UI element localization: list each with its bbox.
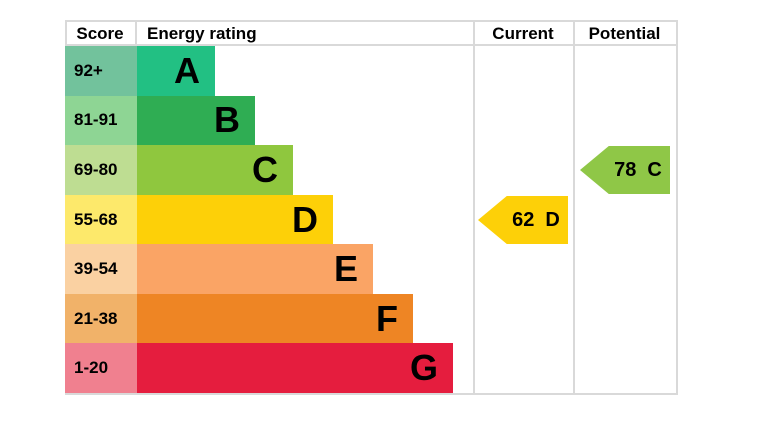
score-range-g: 1-20 (65, 343, 137, 394)
rating-bar-g: G (137, 343, 453, 394)
rating-bar-a: A (137, 46, 215, 96)
band-row-f: 21-38 F (65, 293, 678, 344)
score-range-a: 92+ (65, 46, 137, 96)
score-range-c: 69-80 (65, 145, 137, 195)
rating-letter-f: F (376, 297, 398, 339)
current-rating-value: 62 (512, 208, 535, 231)
rating-letter-g: G (409, 347, 438, 389)
band-row-b: 81-91 B (65, 95, 678, 146)
band-row-c: 69-80 C (65, 145, 678, 195)
header-score-divider (135, 20, 137, 46)
table-top-border (65, 20, 678, 22)
potential-rating-arrow: 78 C (580, 146, 670, 194)
score-range-e: 39-54 (65, 244, 137, 294)
rating-table: Score Energy rating Current Potential 92… (65, 20, 678, 395)
rating-bar-d: D (137, 194, 333, 245)
rating-bar-f: F (137, 293, 413, 344)
current-rating-letter: D (545, 208, 560, 231)
rating-bar-b: B (137, 95, 255, 146)
potential-column-divider (573, 20, 575, 395)
header-left-border (65, 20, 67, 46)
header-bottom-border (65, 44, 678, 46)
band-row-e: 39-54 E (65, 244, 678, 294)
potential-rating-value: 78 (614, 158, 637, 181)
header-score: Score (76, 24, 124, 43)
rating-letter-a: A (174, 49, 200, 91)
header-energy-rating: Energy rating (147, 24, 257, 43)
rating-bar-c: C (137, 145, 293, 195)
table-bottom-border (65, 393, 678, 395)
band-row-g: 1-20 G (65, 343, 678, 394)
score-range-f: 21-38 (65, 293, 137, 344)
rating-letter-e: E (333, 248, 358, 290)
band-row-d: 55-68 D (65, 194, 678, 245)
rating-letter-d: D (292, 198, 318, 240)
band-rows: 92+ A 81-91 B 69-80 C 55-68 D 39-54 E 21-38 F 1-20 G (65, 46, 678, 394)
score-range-b: 81-91 (65, 95, 137, 146)
rating-letter-c: C (252, 148, 278, 190)
score-range-d: 55-68 (65, 194, 137, 245)
band-row-a: 92+ A (65, 46, 678, 96)
header-potential: Potential (588, 24, 661, 43)
current-column-divider (473, 20, 475, 395)
potential-rating-letter: C (647, 158, 662, 181)
rating-bar-e: E (137, 244, 373, 294)
header-current: Current (492, 24, 554, 43)
rating-letter-b: B (214, 99, 240, 141)
table-right-border (676, 20, 678, 395)
